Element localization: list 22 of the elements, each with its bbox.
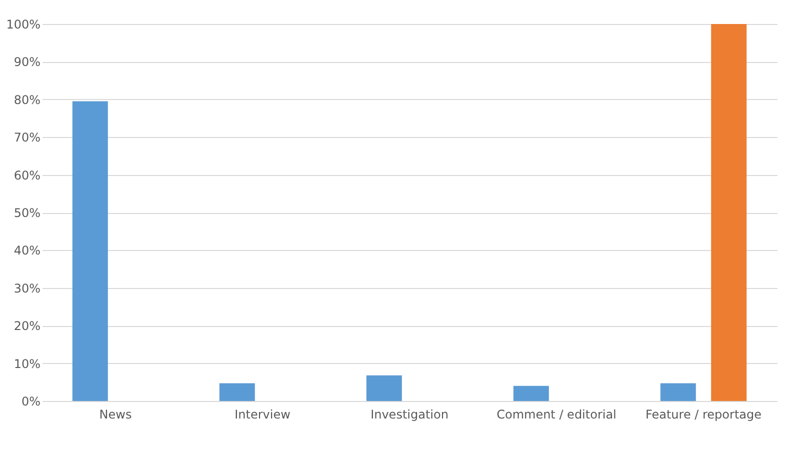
bar xyxy=(219,383,255,401)
bar xyxy=(711,24,747,401)
y-tick-label: 90% xyxy=(14,55,40,70)
x-tick-label: Comment / editorial xyxy=(496,408,616,422)
bar xyxy=(513,386,549,401)
x-tick-label: Feature / reportage xyxy=(645,408,762,422)
y-tick-label: 100% xyxy=(6,18,40,32)
y-tick-label: 10% xyxy=(14,356,40,371)
bar xyxy=(660,383,696,401)
y-tick-label: 0% xyxy=(21,394,40,408)
x-tick-label: News xyxy=(99,408,132,422)
y-tick-label: 50% xyxy=(14,206,40,220)
y-tick-label: 70% xyxy=(14,130,40,145)
x-tick-label: Investigation xyxy=(370,408,448,422)
y-tick-label: 60% xyxy=(14,168,40,182)
y-tick-label: 30% xyxy=(14,281,40,296)
bar xyxy=(72,101,108,401)
y-tick-label: 20% xyxy=(14,319,40,334)
bar xyxy=(366,375,402,401)
x-tick-label: Interview xyxy=(234,408,291,422)
y-tick-label: 40% xyxy=(14,244,40,258)
y-tick-label: 80% xyxy=(14,92,40,107)
